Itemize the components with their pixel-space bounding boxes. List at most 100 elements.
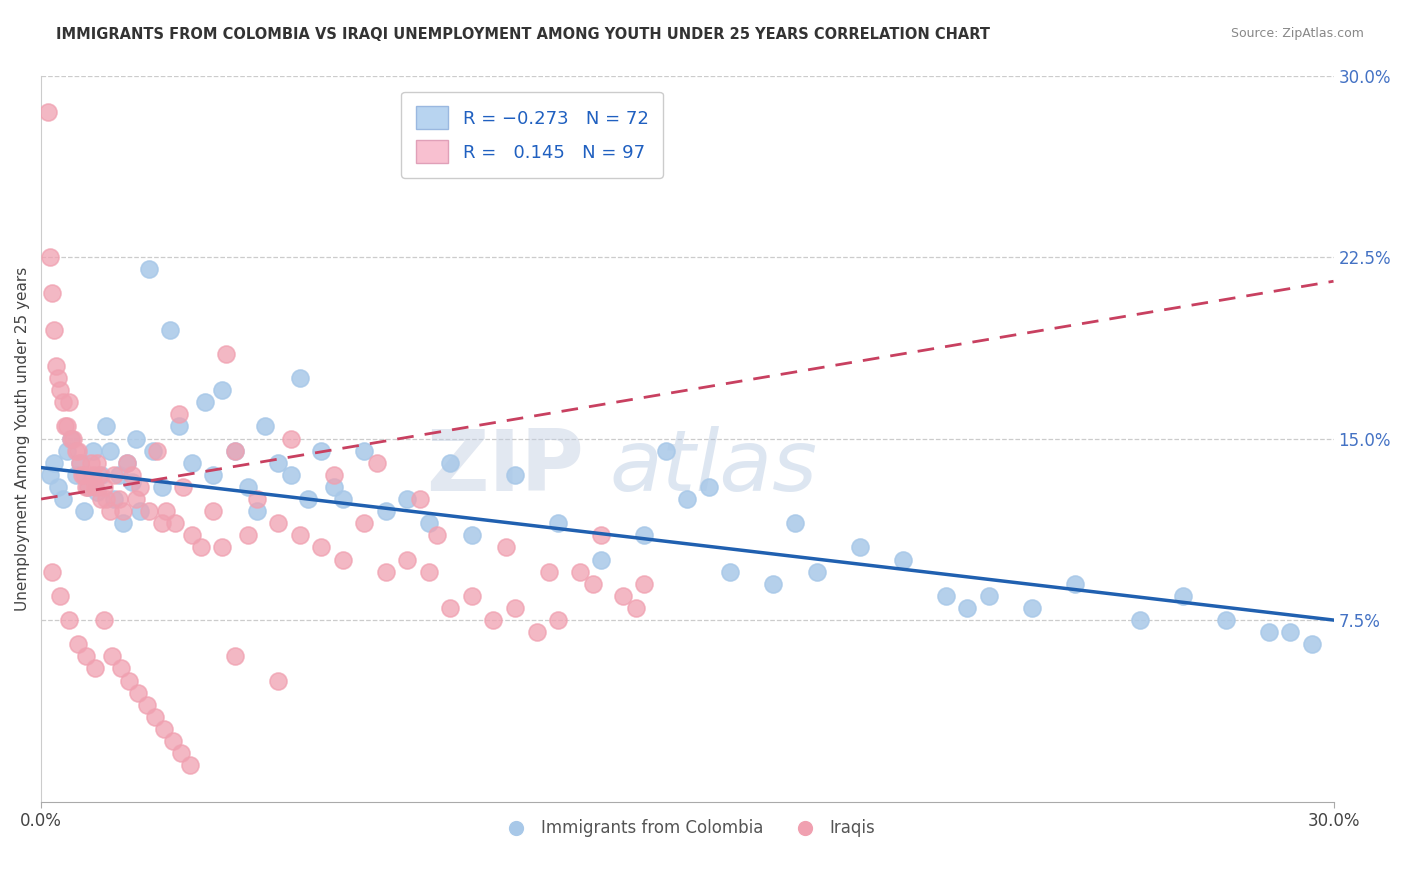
Point xyxy=(143,710,166,724)
Point xyxy=(49,589,72,603)
Point xyxy=(591,552,613,566)
Point xyxy=(353,443,375,458)
Point xyxy=(75,649,97,664)
Point xyxy=(58,613,80,627)
Point xyxy=(190,541,212,555)
Point xyxy=(581,576,603,591)
Point xyxy=(146,443,169,458)
Point xyxy=(121,475,143,489)
Point xyxy=(353,516,375,531)
Point xyxy=(37,104,59,119)
Point xyxy=(956,601,979,615)
Point xyxy=(439,456,461,470)
Point xyxy=(891,552,914,566)
Point xyxy=(211,383,233,397)
Point xyxy=(170,746,193,760)
Point xyxy=(224,443,246,458)
Point xyxy=(125,432,148,446)
Point xyxy=(194,395,217,409)
Point xyxy=(624,601,647,615)
Point xyxy=(153,722,176,736)
Point xyxy=(180,528,202,542)
Point xyxy=(288,371,311,385)
Point xyxy=(82,467,104,482)
Point xyxy=(70,467,93,482)
Point xyxy=(309,443,332,458)
Point xyxy=(155,504,177,518)
Point xyxy=(46,371,69,385)
Point xyxy=(977,589,1000,603)
Point xyxy=(323,480,346,494)
Point xyxy=(69,456,91,470)
Point xyxy=(848,541,870,555)
Point xyxy=(127,686,149,700)
Legend: Immigrants from Colombia, Iraqis: Immigrants from Colombia, Iraqis xyxy=(492,813,882,844)
Point xyxy=(215,347,238,361)
Point xyxy=(288,528,311,542)
Point xyxy=(103,467,125,482)
Point xyxy=(94,419,117,434)
Point xyxy=(245,491,267,506)
Point xyxy=(461,528,484,542)
Point xyxy=(366,456,388,470)
Point xyxy=(633,576,655,591)
Point xyxy=(163,516,186,531)
Point xyxy=(676,491,699,506)
Point xyxy=(547,613,569,627)
Point xyxy=(332,491,354,506)
Text: ZIP: ZIP xyxy=(426,426,583,509)
Point xyxy=(172,480,194,494)
Point xyxy=(73,504,96,518)
Point xyxy=(117,456,139,470)
Point xyxy=(93,613,115,627)
Point xyxy=(107,467,129,482)
Point xyxy=(38,250,60,264)
Point xyxy=(495,541,517,555)
Point xyxy=(323,467,346,482)
Point xyxy=(118,673,141,688)
Point xyxy=(236,480,259,494)
Point xyxy=(1021,601,1043,615)
Point xyxy=(396,552,419,566)
Point xyxy=(86,456,108,470)
Point xyxy=(41,286,63,301)
Point xyxy=(254,419,277,434)
Point xyxy=(94,491,117,506)
Point xyxy=(167,419,190,434)
Point xyxy=(179,758,201,772)
Point xyxy=(52,395,75,409)
Point xyxy=(138,504,160,518)
Point xyxy=(762,576,785,591)
Point xyxy=(56,419,79,434)
Point xyxy=(93,480,115,494)
Point xyxy=(90,491,112,506)
Point xyxy=(42,456,65,470)
Point xyxy=(66,443,89,458)
Point xyxy=(69,456,91,470)
Point xyxy=(84,480,107,494)
Point xyxy=(86,484,108,499)
Point xyxy=(135,698,157,712)
Point xyxy=(98,504,121,518)
Point xyxy=(101,649,124,664)
Point xyxy=(90,467,112,482)
Point xyxy=(718,565,741,579)
Point xyxy=(612,589,634,603)
Point xyxy=(65,443,87,458)
Point xyxy=(409,491,432,506)
Point xyxy=(167,408,190,422)
Point xyxy=(142,443,165,458)
Point xyxy=(1129,613,1152,627)
Point xyxy=(547,516,569,531)
Text: atlas: atlas xyxy=(610,426,818,509)
Text: Source: ZipAtlas.com: Source: ZipAtlas.com xyxy=(1230,27,1364,40)
Point xyxy=(66,637,89,651)
Point xyxy=(280,467,302,482)
Point xyxy=(111,504,134,518)
Point xyxy=(538,565,561,579)
Point xyxy=(56,443,79,458)
Point xyxy=(89,467,111,482)
Point xyxy=(418,516,440,531)
Point xyxy=(633,528,655,542)
Point xyxy=(138,262,160,277)
